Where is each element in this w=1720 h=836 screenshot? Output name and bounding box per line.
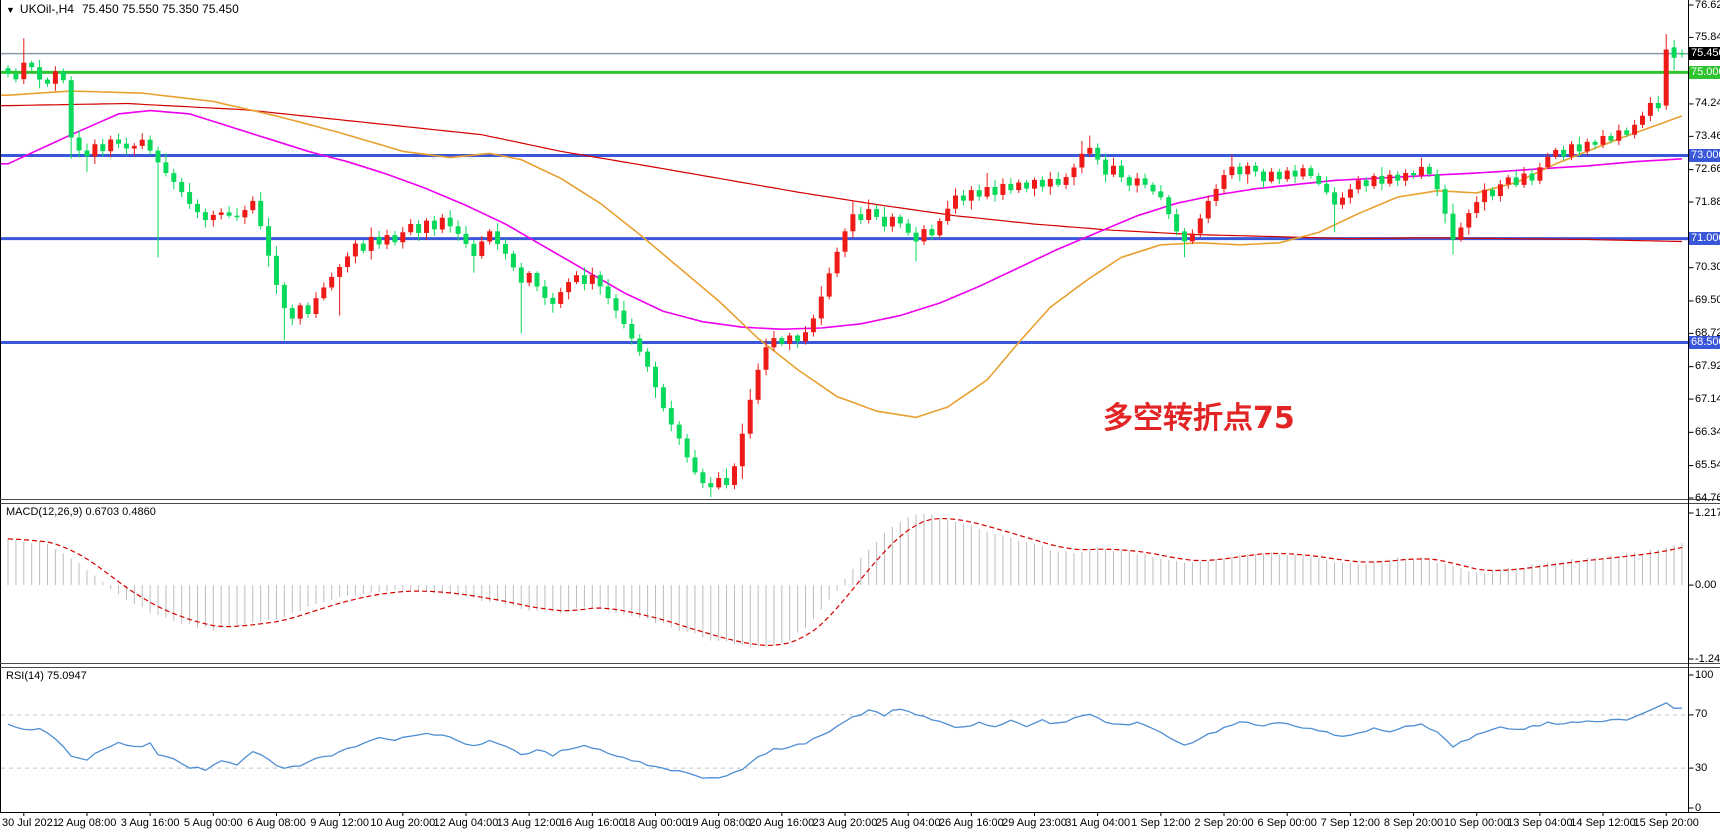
chart-text-annotation: 多空转折点75 [1103,401,1295,436]
time-tick-label: 31 Aug 04:00 [1065,817,1131,829]
time-tick-label: 1 Sep 12:00 [1131,817,1191,829]
symbol-dropdown-icon[interactable]: ▼ [6,5,15,15]
price-tick-label: 66.340 [1695,425,1720,438]
time-tick-label: 7 Sep 12:00 [1320,817,1381,829]
time-tick-label: 8 Sep 20:00 [1383,817,1444,829]
price-tick-label: 69.500 [1695,294,1720,307]
price-line-box: 71.000 [1689,232,1720,246]
price-tick-label: 71.880 [1695,195,1720,208]
rsi-indicator-label: RSI(14) 75.0947 [6,670,87,682]
time-tick-label: 6 Aug 08:00 [247,817,306,829]
price-tick-label: 70.300 [1695,261,1720,274]
macd-tick-label: 1.2172 [1695,506,1720,519]
time-tick-label: 18 Aug 00:00 [623,817,688,829]
time-tick-label: 25 Aug 04:00 [875,817,941,829]
symbol-period-label: UKOil-,H4 [19,2,74,16]
time-tick-label: 2 Sep 20:00 [1194,817,1254,829]
price-tick-label: 72.660 [1695,163,1720,176]
rsi-tick-label: 70 [1695,708,1708,721]
price-line-box: 75.000 [1689,65,1720,79]
time-tick-label: 15 Sep 20:00 [1633,817,1699,829]
price-tick-label: 64.760 [1695,491,1720,504]
time-tick-label: 6 Sep 00:00 [1257,817,1317,829]
price-tick-label: 67.920 [1695,360,1720,373]
time-tick-label: 10 Aug 20:00 [370,817,436,829]
time-tick-label: 14 Sep 12:00 [1570,817,1636,829]
time-tick-label: 2 Aug 08:00 [57,817,117,829]
price-tick-label: 67.140 [1695,392,1720,405]
time-tick-label: 9 Aug 12:00 [310,817,370,829]
time-tick-label: 19 Aug 08:00 [686,817,752,829]
rsi-tick-label: 30 [1695,761,1708,774]
macd-tick-label: -1.2479 [1695,652,1720,665]
time-tick-label: 16 Aug 16:00 [559,817,625,829]
time-tick-label: 13 Aug 12:00 [496,817,562,829]
time-tick-label: 3 Aug 16:00 [120,817,180,829]
time-tick-label: 20 Aug 16:00 [749,817,815,829]
price-tick-label: 76.620 [1695,0,1720,11]
time-tick-label: 29 Aug 23:00 [1002,817,1067,829]
time-tick-label: 12 Aug 04:00 [433,817,499,829]
ohlc-values: 75.450 75.550 75.350 75.450 [81,2,239,16]
rsi-tick-label: 100 [1695,668,1714,681]
time-tick-label: 23 Aug 20:00 [812,817,878,829]
price-line-box: 75.450 [1689,47,1720,61]
time-tick-label: 10 Sep 00:00 [1443,817,1510,829]
price-tick-label: 75.840 [1695,30,1720,43]
time-tick-label: 5 Aug 00:00 [183,817,243,829]
rsi-tick-label: 0 [1695,801,1702,814]
time-tick-label: 13 Sep 04:00 [1507,817,1573,829]
price-tick-label: 68.720 [1695,326,1720,339]
price-line-box: 73.000 [1689,148,1720,162]
price-tick-label: 74.240 [1695,97,1720,110]
time-tick-label: 26 Aug 16:00 [938,817,1004,829]
macd-tick-label: 0.00 [1695,578,1717,591]
price-tick-label: 65.540 [1695,459,1720,472]
price-tick-label: 73.460 [1695,129,1720,142]
macd-indicator-label: MACD(12,26,9) 0.6703 0.4860 [6,506,156,518]
chart-title: ▼ UKOil-,H4 75.450 75.550 75.350 75.450 [6,2,239,16]
price-line-box: 68.500 [1689,336,1720,350]
time-tick-label: 30 Jul 2021 [2,817,59,829]
